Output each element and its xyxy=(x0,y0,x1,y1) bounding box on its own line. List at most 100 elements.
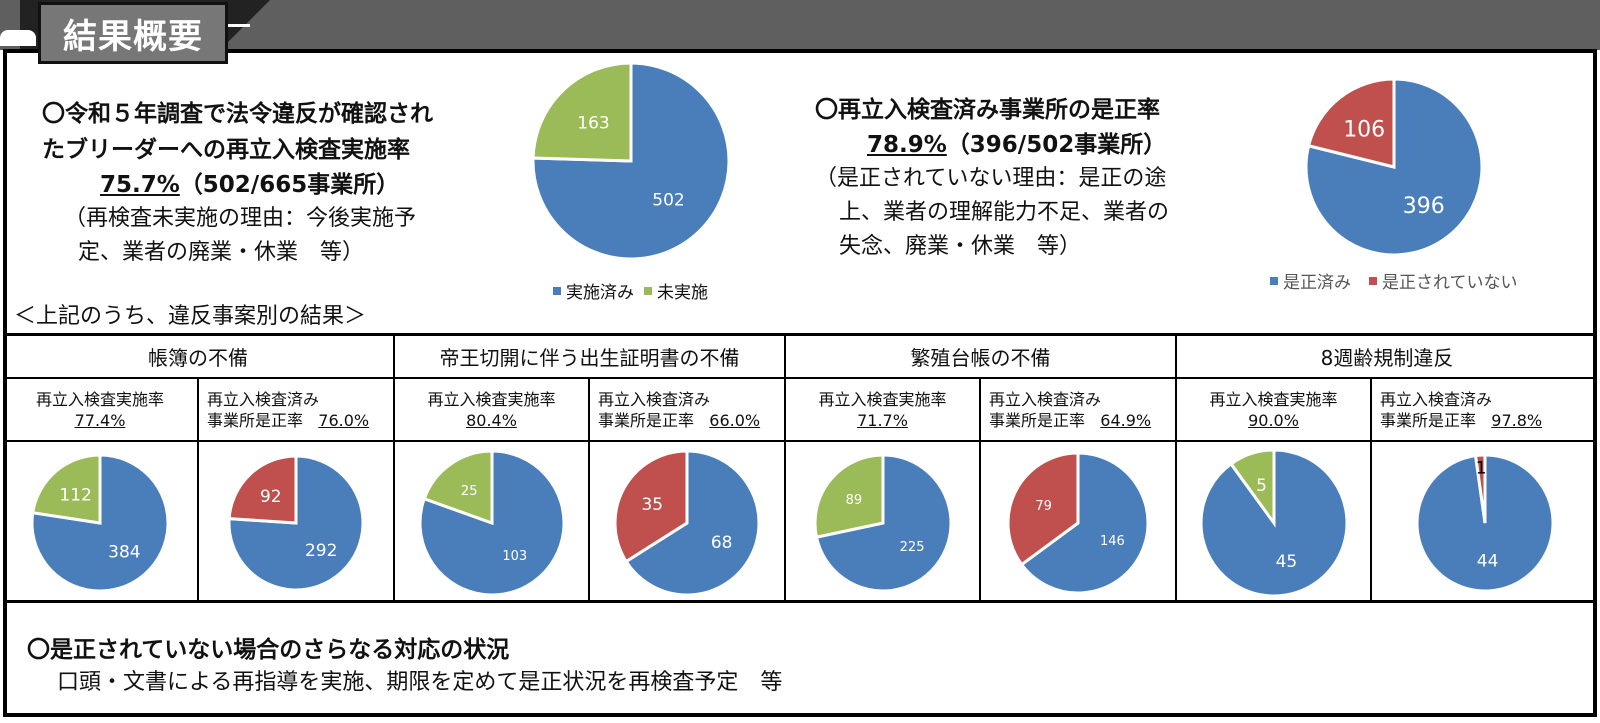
pie-data-label: 1 xyxy=(1475,458,1486,478)
pie-chart-fix-breeding-ledger: 146 79 xyxy=(981,442,1177,603)
pie-data-label: 163 xyxy=(577,113,609,133)
fix-rate: 97.8% xyxy=(1491,411,1543,430)
header-divider xyxy=(225,24,250,27)
pie-chart-inspection-8week: 45 5 xyxy=(1177,442,1372,603)
pie-svg: 225 89 xyxy=(813,452,952,592)
header-corner xyxy=(0,30,36,46)
pie-svg: 384 112 xyxy=(30,452,170,592)
pie-data-label: 146 xyxy=(1100,533,1125,548)
category-header-8week: 8週齢規制違反 xyxy=(1177,336,1597,379)
legend-item-not-fixed: 是正されていない xyxy=(1369,268,1518,293)
summary-rate: 75.7%（502/665事業所） xyxy=(42,168,542,202)
pie-slice-primary xyxy=(1304,77,1484,257)
summary-inspection: 〇令和５年調査で法令違反が確認され たブリーダーへの再立入検査実施率 75.7%… xyxy=(42,96,542,270)
pie-slice-secondary xyxy=(1228,447,1275,528)
pie-svg: 292 92 xyxy=(227,453,365,591)
summary-correction: 〇再立入検査済み事業所の是正率 78.9%（396/502事業所） （是正されて… xyxy=(815,92,1285,264)
legend-correction: 是正済み 是正されていない xyxy=(1270,268,1518,293)
follow-up-section: 〇是正されていない場合のさらなる対応の状況 口頭・文書による再指導を実施、期限を… xyxy=(3,602,1597,717)
pie-slice-primary xyxy=(624,448,761,596)
summary-title-line2: たブリーダーへの再立入検査実施率 xyxy=(42,137,410,163)
pie-svg: 44 1 xyxy=(1415,452,1554,592)
pie-chart-inspection-breeding-ledger: 225 89 xyxy=(786,442,981,603)
summary-note-line2: 定、業者の廃業・休業 等） xyxy=(78,240,365,265)
metric-inspection-8week: 再立入検査実施率 90.0% xyxy=(1177,379,1372,442)
pie-data-label: 106 xyxy=(1343,118,1385,143)
metric-fix-8week: 再立入検査済み 事業所是正率 97.8% xyxy=(1372,379,1597,442)
summary-right-note-line2: 上、業者の理解能力不足、業者の xyxy=(839,200,1170,225)
pie-data-label: 25 xyxy=(460,484,477,499)
legend-swatch-red xyxy=(1369,276,1377,285)
legend-swatch-green xyxy=(644,286,652,295)
legend-swatch-blue xyxy=(1270,276,1278,285)
legend-item-done: 実施済み xyxy=(553,278,634,303)
category-grid: 帳簿の不備 帝王切開に伴う出生証明書の不備 繁殖台帳の不備 8週齢規制違反 再立… xyxy=(3,333,1597,603)
pie-chart-fix-birth-cert: 68 35 xyxy=(590,442,786,603)
legend-item-fixed: 是正済み xyxy=(1270,268,1351,293)
pie-chart-inspection-overall: 502 163 xyxy=(530,60,732,266)
pie-chart-fix-8week: 44 1 xyxy=(1372,442,1597,603)
fix-rate: 66.0% xyxy=(709,411,761,430)
sub-heading: ＜上記のうち、違反事案別の結果＞ xyxy=(14,304,367,329)
pie-data-label: 92 xyxy=(260,487,282,507)
metric-fix-breeding-ledger: 再立入検査済み 事業所是正率 64.9% xyxy=(981,379,1177,442)
metric-fix-ledger: 再立入検査済み 事業所是正率 76.0% xyxy=(199,379,395,442)
pie-slice-secondary xyxy=(1006,450,1080,567)
fix-rate: 76.0% xyxy=(318,411,370,430)
metric-inspection-birth-cert: 再立入検査実施率 80.4% xyxy=(395,379,590,442)
pie-data-label: 35 xyxy=(641,494,663,514)
pie-data-label: 103 xyxy=(502,548,527,563)
pie-data-label: 112 xyxy=(59,485,91,505)
page-title: 結果概要 xyxy=(38,2,228,64)
follow-up-text: 口頭・文書による再指導を実施、期限を定めて是正状況を再検査予定 等 xyxy=(57,670,783,695)
pie-data-label: 79 xyxy=(1035,499,1052,514)
pie-data-label: 89 xyxy=(845,493,862,508)
pie-slice-secondary xyxy=(813,452,884,539)
summary-title-line1: 〇令和５年調査で法令違反が確認され xyxy=(42,101,433,127)
pie-slice-primary xyxy=(1019,450,1150,594)
rate-detail: （396/502事業所） xyxy=(946,132,1167,158)
pie-chart-fix-ledger: 292 92 xyxy=(199,442,395,603)
pie-data-label: 384 xyxy=(108,542,140,562)
pie-data-label: 502 xyxy=(652,191,684,211)
legend-swatch-blue xyxy=(553,286,561,295)
inspection-rate: 90.0% xyxy=(1248,411,1299,430)
inspection-rate: 71.7% xyxy=(857,411,908,430)
legend-item-not-done: 未実施 xyxy=(644,278,708,303)
category-header-ledger: 帳簿の不備 xyxy=(3,336,395,379)
pie-slice-secondary xyxy=(31,452,102,525)
follow-up-title: 〇是正されていない場合のさらなる対応の状況 xyxy=(27,637,510,663)
pie-slice-secondary xyxy=(613,448,689,564)
pie-chart-inspection-birth-cert: 103 25 xyxy=(395,442,590,603)
pie-data-label: 5 xyxy=(1256,475,1267,495)
inspection-rate: 80.4% xyxy=(466,411,517,430)
metric-fix-birth-cert: 再立入検査済み 事業所是正率 66.0% xyxy=(590,379,786,442)
summary-right-note-line1: （是正されていない理由：是正の途 xyxy=(815,166,1167,191)
pie-data-label: 44 xyxy=(1476,551,1498,571)
rate-detail: （502/665事業所） xyxy=(179,172,400,198)
pie-data-label: 225 xyxy=(899,540,924,555)
pie-slice-secondary xyxy=(421,448,493,525)
metric-inspection-breeding-ledger: 再立入検査実施率 71.7% xyxy=(786,379,981,442)
category-header-breeding-ledger: 繁殖台帳の不備 xyxy=(786,336,1177,379)
pie-data-label: 68 xyxy=(711,533,733,553)
category-header-birth-cert: 帝王切開に伴う出生証明書の不備 xyxy=(395,336,786,379)
summary-right-rate: 78.9%（396/502事業所） xyxy=(815,128,1285,162)
pie-data-label: 396 xyxy=(1403,194,1445,219)
rate-percent: 78.9% xyxy=(867,132,947,158)
pie-slice-secondary xyxy=(1306,77,1396,169)
inspection-rate: 77.4% xyxy=(74,411,126,430)
fix-rate: 64.9% xyxy=(1100,411,1152,430)
summary-right-title: 〇再立入検査済み事業所の是正率 xyxy=(815,97,1160,123)
pie-data-label: 45 xyxy=(1275,552,1297,572)
pie-svg: 146 79 xyxy=(1006,450,1150,594)
pie-svg: 45 5 xyxy=(1199,447,1348,597)
pie-svg: 103 25 xyxy=(418,448,565,596)
pie-svg: 502 163 xyxy=(531,61,731,261)
pie-slice-secondary xyxy=(1473,452,1486,523)
summary-right-note-line3: 失念、廃業・休業 等） xyxy=(839,234,1082,259)
summary-note-line1: （再検査未実施の理由：今後実施予 xyxy=(64,206,417,231)
metric-inspection-ledger: 再立入検査実施率 77.4% xyxy=(3,379,199,442)
pie-slice-secondary xyxy=(227,453,298,525)
pie-slice-primary xyxy=(227,453,365,591)
